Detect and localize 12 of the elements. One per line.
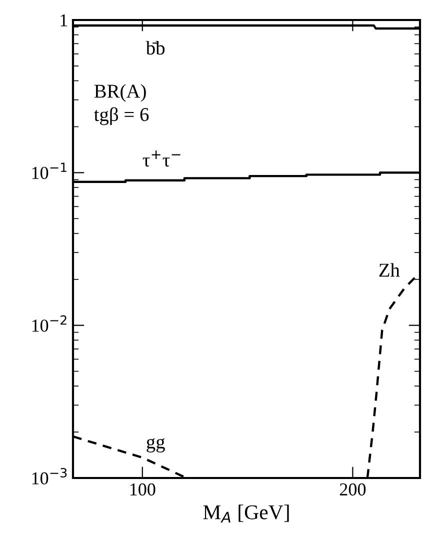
annotation: gg (146, 438, 165, 452)
annotation: Zh (379, 263, 400, 277)
annotation: τ$^{+}$τ$^{−}$ (142, 150, 180, 167)
annotation: BR(A) tgβ = 6 (94, 84, 149, 126)
annotation: b̄b (146, 40, 165, 55)
x-axis-title: M$_{A}$ [GeV] (203, 504, 289, 523)
x-tick-label: 200 (340, 483, 366, 496)
y-tick-label: 1 (60, 14, 68, 26)
y-tick-label: 10$^{−2}$ (32, 315, 66, 332)
y-tick-label: 10$^{−1}$ (32, 162, 66, 180)
x-tick-label: 100 (130, 483, 156, 496)
y-tick-label: 10$^{−3}$ (32, 468, 67, 484)
